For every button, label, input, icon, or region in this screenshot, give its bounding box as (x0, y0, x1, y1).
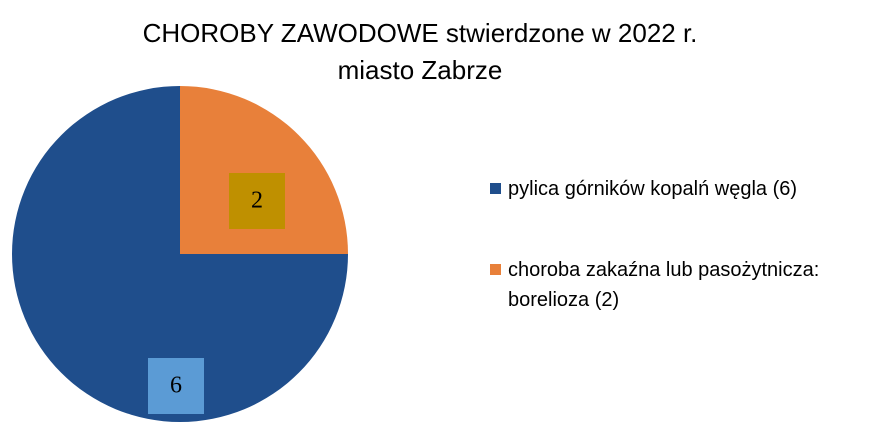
pie-slice (180, 86, 348, 254)
legend-label: choroba zakaźna lub pasożytnicza: boreli… (508, 259, 820, 311)
data-label-box (229, 173, 285, 229)
legend-entry: pylica górników kopalń węgla (6) (508, 178, 798, 200)
legend-swatch (490, 264, 501, 275)
pie-slice (12, 86, 348, 422)
legend-swatch (490, 183, 501, 194)
data-label-box (148, 358, 204, 414)
chart-title: CHOROBY ZAWODOWE stwierdzone w 2022 r. (143, 18, 698, 48)
data-label: 6 (170, 373, 182, 399)
data-label: 2 (251, 188, 263, 214)
legend-label: pylica górników kopalń węgla (6) (508, 178, 798, 200)
chart-subtitle: miasto Zabrze (338, 55, 503, 85)
legend-entry: choroba zakaźna lub pasożytnicza: boreli… (508, 259, 820, 311)
